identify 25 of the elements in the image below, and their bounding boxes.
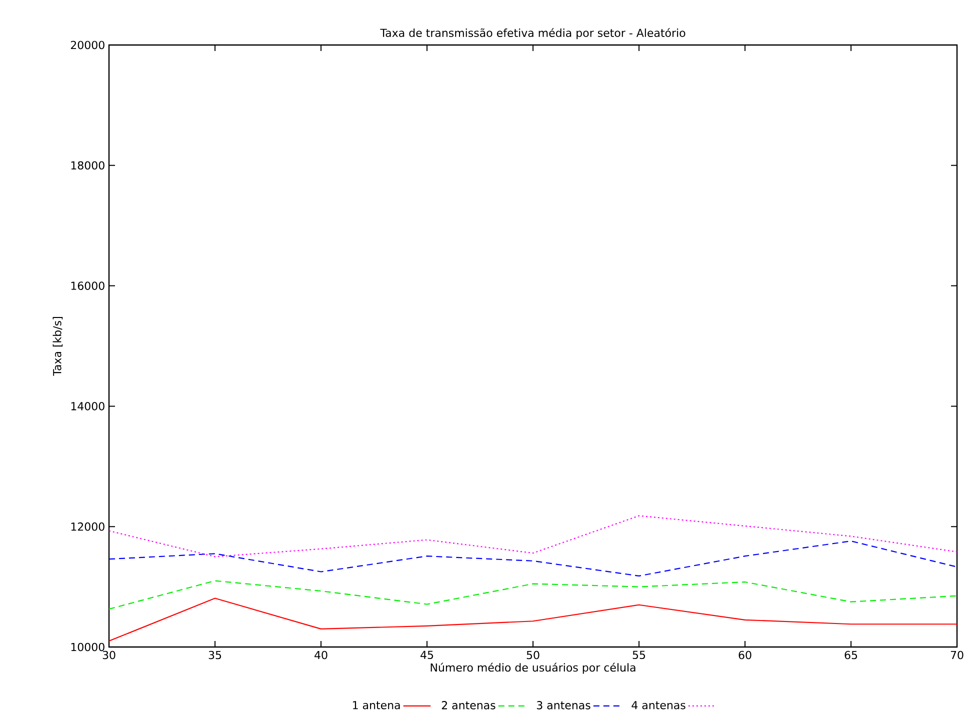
x-tick-label: 50 (526, 650, 540, 660)
x-tick-label: 55 (632, 650, 646, 660)
x-tick-label: 60 (738, 650, 752, 660)
y-tick-label: 14000 (71, 402, 104, 410)
y-tick-label: 18000 (71, 161, 104, 170)
legend-label: 4 antenas (632, 701, 686, 710)
x-tick-label: 35 (208, 650, 222, 660)
x-tick-label: 30 (102, 650, 116, 660)
y-axis-title: Taxa [kb/s] (52, 317, 63, 376)
y-tick-label: 12000 (71, 522, 104, 531)
x-tick-label: 70 (950, 650, 964, 660)
legend-label: 2 antenas (442, 701, 496, 710)
x-tick-label: 40 (314, 650, 328, 660)
chart-title: Taxa de transmissão efetiva média por setor - Aleatório (380, 28, 686, 40)
y-tick-label: 16000 (71, 282, 104, 290)
line-series (109, 540, 958, 577)
x-tick-label: 65 (844, 650, 858, 660)
legend-label: 1 antena (353, 701, 400, 710)
x-axis-title: Número médio de usuários por célula (430, 662, 636, 674)
line-series (109, 580, 958, 610)
y-tick-label: 10000 (71, 642, 104, 652)
y-tick-label: 20000 (70, 40, 104, 50)
line-series (109, 598, 958, 642)
x-tick-label: 45 (420, 650, 434, 660)
legend-label: 3 antenas (536, 701, 590, 710)
